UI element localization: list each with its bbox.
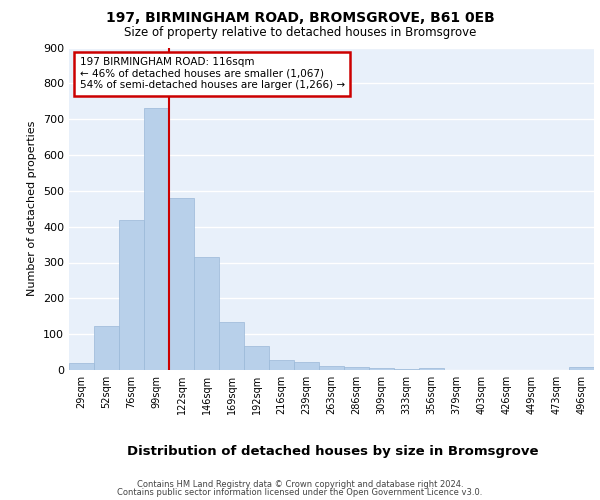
- Bar: [219, 322, 244, 370]
- Bar: [144, 108, 169, 370]
- Bar: [394, 369, 419, 370]
- Text: Contains HM Land Registry data © Crown copyright and database right 2024.: Contains HM Land Registry data © Crown c…: [137, 480, 463, 489]
- Bar: [169, 198, 194, 370]
- Bar: [244, 346, 269, 370]
- Bar: [194, 257, 219, 370]
- Text: 197, BIRMINGHAM ROAD, BROMSGROVE, B61 0EB: 197, BIRMINGHAM ROAD, BROMSGROVE, B61 0E…: [106, 11, 494, 25]
- Bar: [119, 220, 144, 370]
- Text: Distribution of detached houses by size in Bromsgrove: Distribution of detached houses by size …: [127, 444, 539, 458]
- Text: Size of property relative to detached houses in Bromsgrove: Size of property relative to detached ho…: [124, 26, 476, 39]
- Bar: [569, 367, 594, 370]
- Bar: [69, 363, 94, 370]
- Text: Contains public sector information licensed under the Open Government Licence v3: Contains public sector information licen…: [118, 488, 482, 497]
- Bar: [269, 360, 294, 370]
- Bar: [94, 326, 119, 370]
- Bar: [369, 368, 394, 370]
- Bar: [344, 367, 369, 370]
- Bar: [419, 368, 444, 370]
- Bar: [294, 362, 319, 370]
- Bar: [319, 366, 344, 370]
- Text: 197 BIRMINGHAM ROAD: 116sqm
← 46% of detached houses are smaller (1,067)
54% of : 197 BIRMINGHAM ROAD: 116sqm ← 46% of det…: [79, 57, 344, 90]
- Y-axis label: Number of detached properties: Number of detached properties: [28, 121, 37, 296]
